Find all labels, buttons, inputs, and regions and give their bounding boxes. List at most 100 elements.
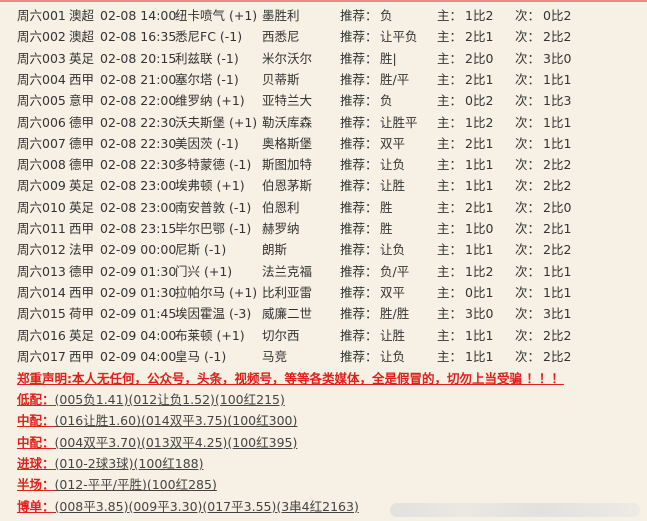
match-id: 周六005 <box>17 93 66 109</box>
pick-label: 低配： <box>17 392 55 407</box>
league: 西甲 <box>69 348 95 364</box>
pick-value: (005负1.41)(012让负1.52)(100红215) <box>54 392 285 407</box>
recommend-label: 推荐： <box>340 199 378 215</box>
away-team: 米尔沃尔 <box>262 50 313 66</box>
recommend-value: 双平 <box>380 135 406 151</box>
kickoff-time: 02-08 22:00 <box>100 93 177 109</box>
league: 西甲 <box>69 71 95 87</box>
league: 英足 <box>69 178 95 194</box>
main-score: 1比1 <box>465 178 494 194</box>
kickoff-time: 02-08 22:30 <box>100 157 177 173</box>
blurred-watermark <box>390 503 640 517</box>
match-row: 周六017 西甲 02-09 04:00 皇马 (-1) 马竞 推荐： 让负 主： 1比1 次： 2… <box>0 347 647 367</box>
recommend-label: 推荐： <box>340 135 378 151</box>
match-id: 周六007 <box>17 135 66 151</box>
home-team: 门兴 (+1) <box>175 263 233 279</box>
match-id: 周六017 <box>17 348 66 364</box>
match-row: 周六015 荷甲 02-09 01:45 埃因霍温 (-3) 威廉二世 推荐： 胜/胜 主： 3… <box>0 304 647 324</box>
sub-score-label: 次： <box>515 50 541 66</box>
sub-score: 3比1 <box>543 306 572 322</box>
match-row: 周六011 西甲 02-08 23:15 毕尔巴鄂 (-1) 赫罗纳 推荐：胜 主： 1比0 次… <box>0 219 647 239</box>
kickoff-time: 02-09 00:00 <box>100 242 177 258</box>
main-score-label: 主： <box>437 71 463 87</box>
league: 意甲 <box>69 93 95 109</box>
league: 英足 <box>69 327 95 343</box>
sub-score-label: 次： <box>515 221 541 236</box>
recommend-value: 让负 <box>380 242 406 258</box>
recommend-value: 双平 <box>380 284 406 300</box>
recommend-value: 胜 <box>380 199 393 215</box>
kickoff-time: 02-08 22:30 <box>100 135 177 151</box>
pick-line: 中配：(004双平3.70)(013双平4.25)(100红395) <box>17 433 297 453</box>
main-score: 3比0 <box>465 306 494 322</box>
main-score: 1比1 <box>465 242 494 258</box>
match-id: 周六014 <box>17 284 66 300</box>
match-row: 周六004 西甲 02-08 21:00 塞尔塔 (-1) 贝蒂斯 推荐： 胜/平 主： 2比1… <box>0 70 647 90</box>
pick-label: 博单： <box>17 498 55 514</box>
recommend-value: 胜/平 <box>380 71 410 87</box>
recommend-value: 让平负 <box>380 29 418 45</box>
sub-score-label: 次： <box>515 263 541 279</box>
kickoff-time: 02-08 21:00 <box>100 71 177 87</box>
pick-label: 中配： <box>17 413 55 429</box>
league: 英足 <box>69 50 95 66</box>
top-divider <box>0 0 647 2</box>
kickoff-time: 02-09 01:30 <box>100 263 177 279</box>
match-id: 周六013 <box>17 263 66 279</box>
sub-score-label: 次： <box>515 199 541 215</box>
sub-score: 2比1 <box>543 221 572 236</box>
away-team: 赫罗纳 <box>262 221 300 236</box>
pick-label: 半场： <box>17 477 55 493</box>
match-row: 周六013 德甲 02-09 01:30 门兴 (+1) 法兰克福 推荐： 负/平 主： 1比2… <box>0 262 647 282</box>
home-team: 毕尔巴鄂 (-1) <box>175 221 252 236</box>
recommend-value: 让负 <box>380 348 406 364</box>
sub-score-label: 次： <box>515 242 541 258</box>
recommend-label: 推荐： <box>340 221 378 236</box>
away-team: 西悉尼 <box>262 29 300 45</box>
match-row: 周六012 法甲 02-09 00:00 尼斯 (-1) 朗斯 推荐： 让负 主： 1比1 次： 2… <box>0 240 647 260</box>
away-team: 比利亚雷 <box>262 284 313 300</box>
home-team: 沃夫斯堡 (+1) <box>175 114 258 130</box>
sub-score: 3比0 <box>543 50 572 66</box>
main-score-label: 主： <box>437 50 463 66</box>
pick-line: 低配：(005负1.41)(012让负1.52)(100红215) <box>17 390 285 410</box>
match-row: 周六016 英足 02-09 04:00 布莱顿 (+1) 切尔西 推荐： 让胜 主： 1比1 次… <box>0 326 647 346</box>
kickoff-time: 02-08 16:35 <box>100 29 177 45</box>
sub-score: 1比1 <box>543 114 572 130</box>
away-team: 马竞 <box>262 348 288 364</box>
recommend-label: 推荐： <box>340 71 378 87</box>
home-team: 塞尔塔 (-1) <box>175 71 239 87</box>
league: 澳超 <box>69 8 95 23</box>
recommend-label: 推荐： <box>340 93 378 109</box>
away-team: 切尔西 <box>262 327 300 343</box>
league: 荷甲 <box>69 306 95 322</box>
home-team: 利兹联 (-1) <box>175 50 239 66</box>
match-id: 周六004 <box>17 71 66 87</box>
home-team: 纽卡喷气 (+1) <box>175 8 258 23</box>
main-score-label: 主： <box>437 135 463 151</box>
recommend-value: 胜 <box>380 221 393 236</box>
match-row: 周六010 英足 02-08 23:00 南安普敦 (-1) 伯恩利 推荐：胜 主： 2比1 次… <box>0 198 647 218</box>
main-score: 1比0 <box>465 221 494 236</box>
home-team: 尼斯 (-1) <box>175 242 227 258</box>
recommend-value: 让胜 <box>380 327 406 343</box>
match-row: 周六005 意甲 02-08 22:00 维罗纳 (+1) 亚特兰大 推荐：负 主： 0比2 次… <box>0 91 647 111</box>
home-team: 维罗纳 (+1) <box>175 93 245 109</box>
pick-value: (012-平平/平胜)(100红285) <box>54 477 217 493</box>
match-id: 周六016 <box>17 327 66 343</box>
home-team: 布莱顿 (+1) <box>175 327 245 343</box>
match-id: 周六002 <box>17 29 66 45</box>
sub-score: 2比2 <box>543 178 572 194</box>
pick-line: 博单：(008平3.85)(009平3.30)(017平3.55)(3串4红21… <box>17 497 359 517</box>
match-row: 周六009 英足 02-08 23:00 埃弗顿 (+1) 伯恩茅斯 推荐： 让胜 主： 1比1… <box>0 176 647 196</box>
away-team: 奥格斯堡 <box>262 135 313 151</box>
main-score: 0比2 <box>465 93 494 109</box>
match-id: 周六012 <box>17 242 66 258</box>
recommend-label: 推荐： <box>340 29 378 45</box>
league: 德甲 <box>69 114 95 130</box>
pick-line: 进球：(010-2球3球)(100红188) <box>17 454 204 474</box>
pick-value: (004双平3.70)(013双平4.25)(100红395) <box>54 434 298 450</box>
kickoff-time: 02-08 23:00 <box>100 178 177 194</box>
home-team: 拉帕尔马 (+1) <box>175 284 258 300</box>
recommend-label: 推荐： <box>340 242 378 258</box>
